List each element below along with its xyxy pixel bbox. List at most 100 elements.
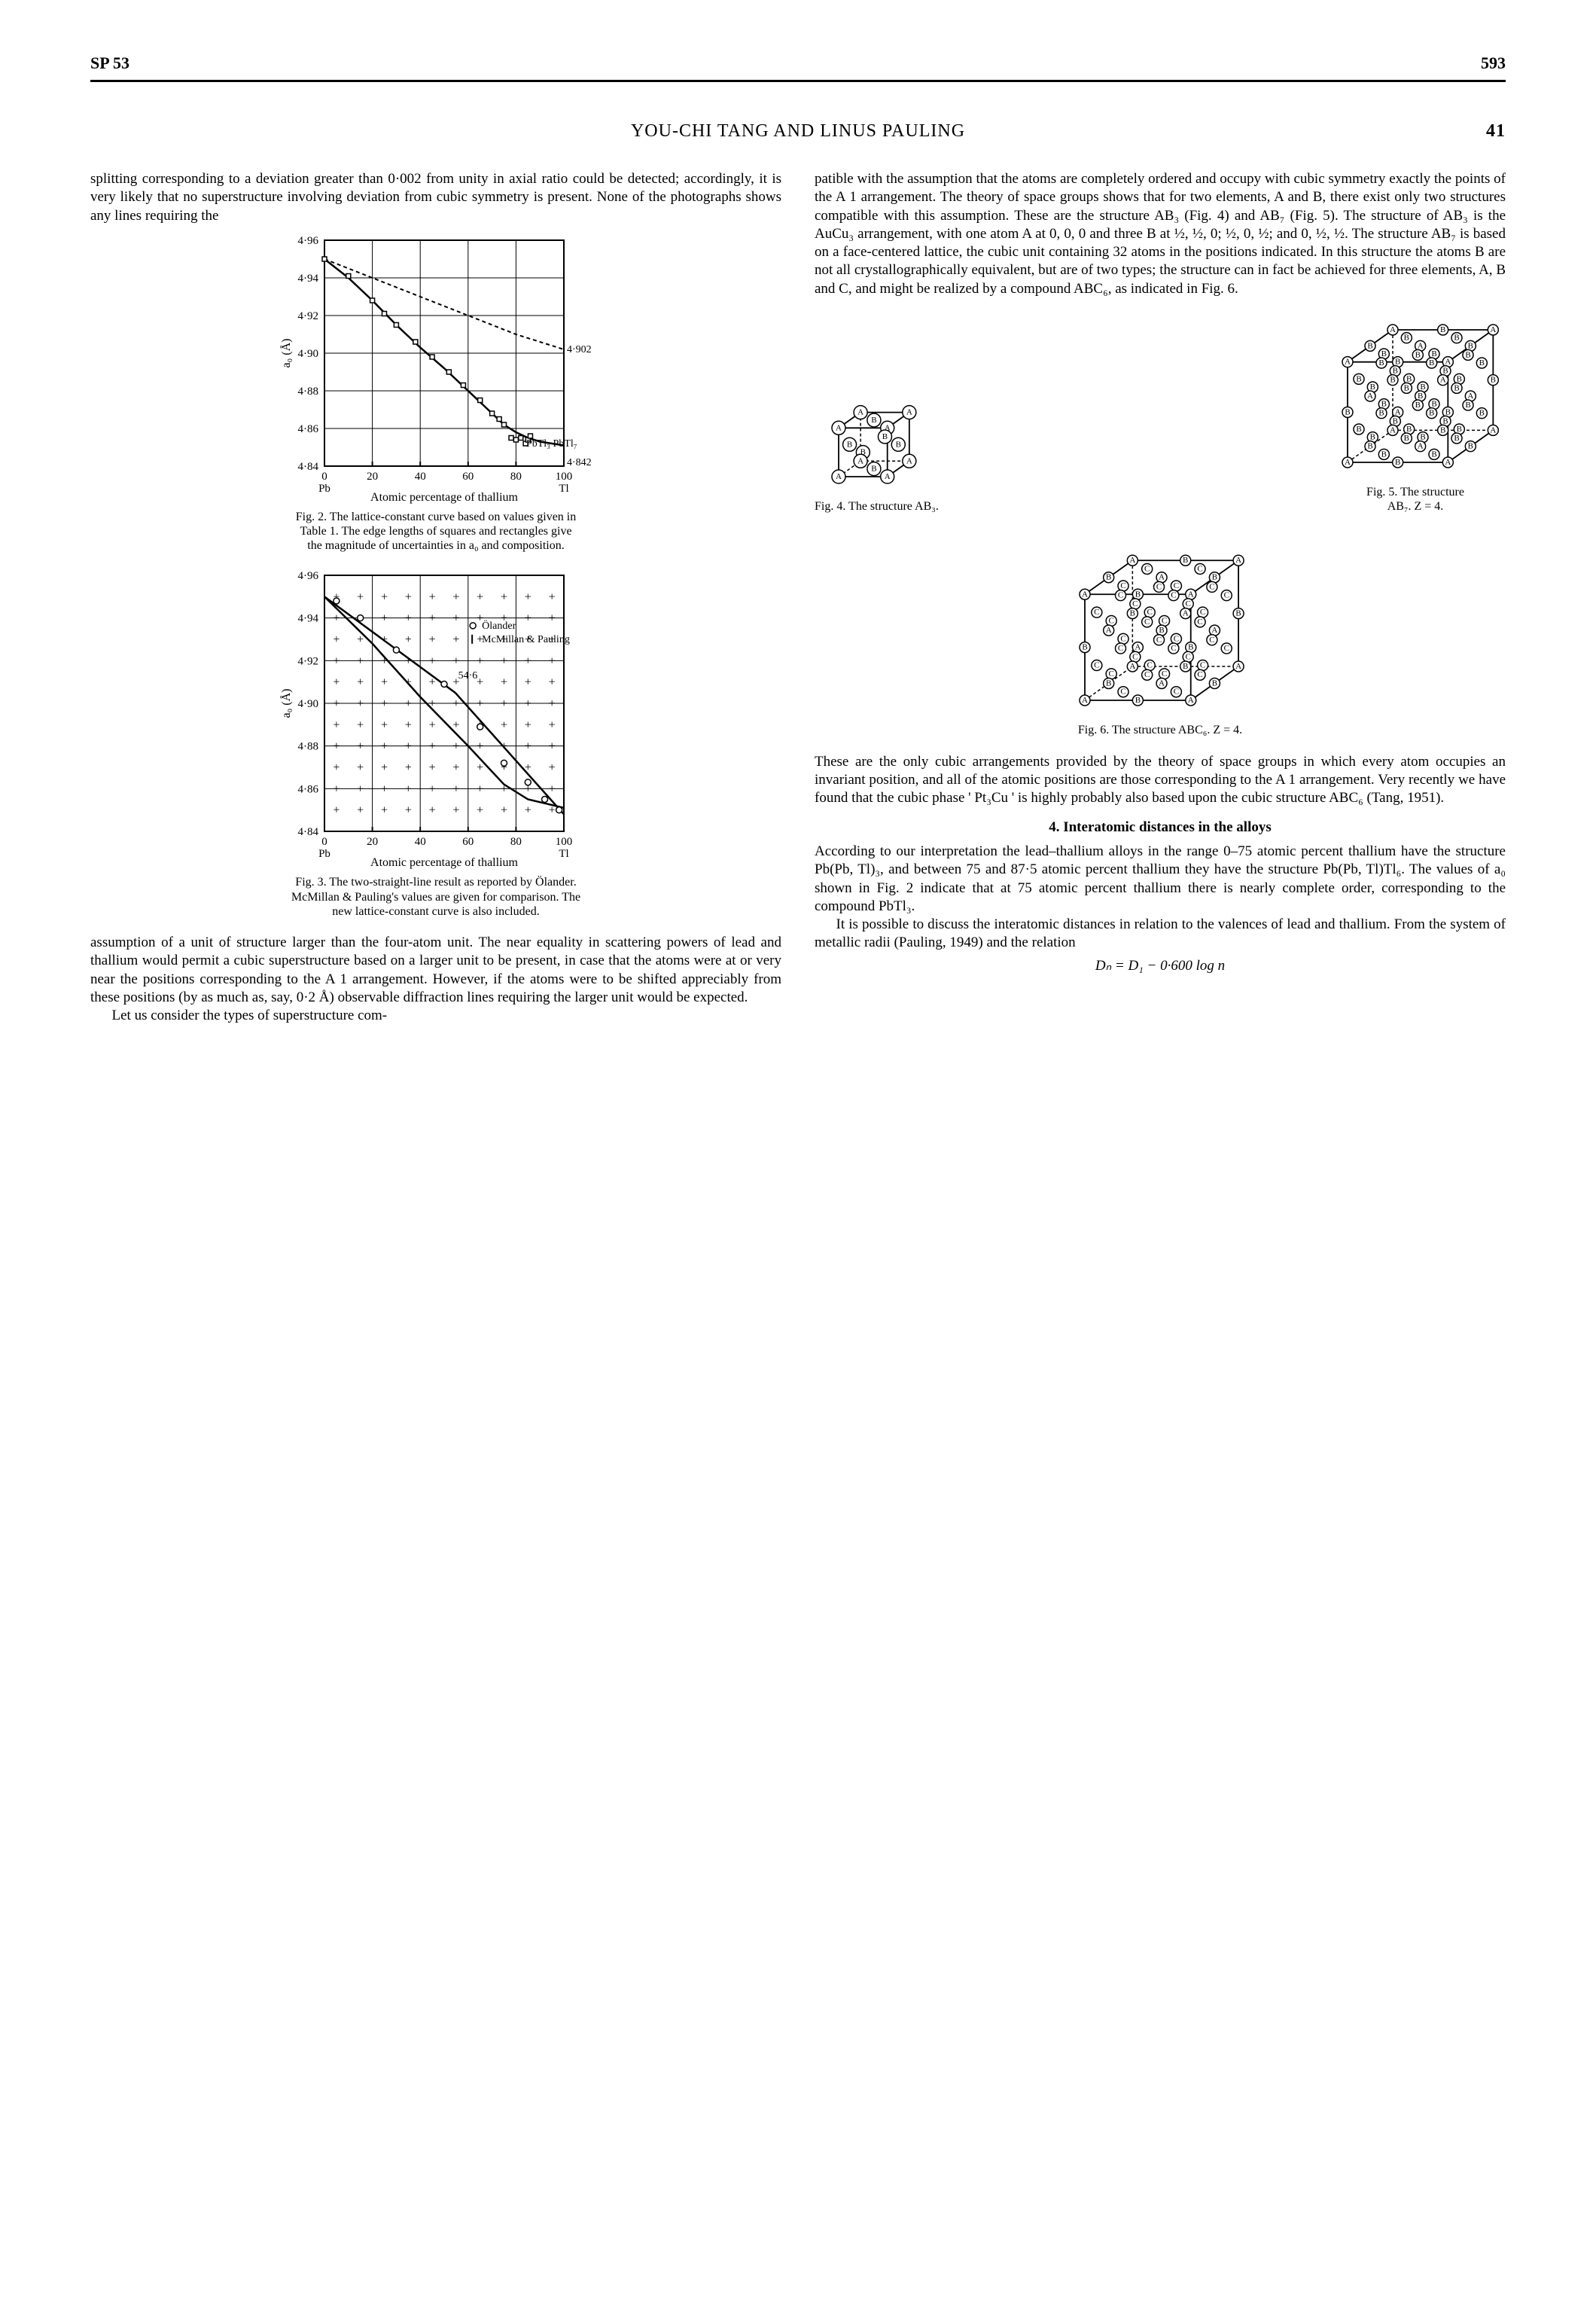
svg-text:A: A — [1490, 425, 1496, 434]
svg-text:+: + — [452, 697, 459, 710]
figure-5-caption: Fig. 5. The structure AB₇. Z = 4. — [1325, 485, 1506, 514]
svg-text:Ölander: Ölander — [482, 619, 516, 632]
svg-text:C: C — [1224, 591, 1229, 600]
svg-text:A: A — [1129, 662, 1135, 671]
svg-text:B: B — [1445, 407, 1451, 416]
svg-text:A: A — [906, 408, 912, 417]
svg-text:B: B — [1468, 341, 1473, 350]
svg-text:+: + — [452, 655, 459, 668]
svg-text:0: 0 — [321, 471, 327, 483]
figure-3-caption: Fig. 3. The two-straight-line result as … — [90, 875, 781, 919]
svg-text:+: + — [429, 591, 436, 604]
svg-text:C: C — [1147, 608, 1153, 617]
svg-text:B: B — [1454, 383, 1459, 392]
svg-text:A: A — [1390, 425, 1396, 434]
svg-text:B: B — [1491, 376, 1496, 385]
svg-text:C: C — [1156, 636, 1162, 645]
svg-text:B: B — [872, 416, 877, 425]
svg-text:A: A — [1390, 325, 1396, 334]
svg-text:B: B — [1479, 358, 1485, 367]
svg-text:B: B — [1106, 679, 1111, 688]
header-rule — [90, 80, 1506, 82]
svg-text:+: + — [429, 612, 436, 625]
svg-text:A: A — [1418, 442, 1424, 451]
para: Let us consider the types of superstruct… — [90, 1007, 781, 1025]
svg-text:B: B — [1457, 425, 1462, 434]
svg-text:A: A — [1367, 392, 1373, 401]
svg-text:C: C — [1120, 581, 1125, 590]
svg-text:4·86: 4·86 — [298, 784, 319, 796]
svg-text:4·84: 4·84 — [298, 461, 319, 473]
svg-text:B: B — [1454, 434, 1459, 443]
svg-text:+: + — [381, 761, 388, 774]
svg-text:A: A — [1106, 627, 1112, 636]
svg-text:100: 100 — [556, 836, 573, 848]
svg-text:A: A — [1188, 696, 1194, 705]
svg-text:20: 20 — [367, 471, 378, 483]
svg-text:+: + — [525, 655, 531, 668]
svg-text:+: + — [333, 676, 340, 689]
svg-text:+: + — [525, 804, 531, 817]
svg-text:A: A — [1188, 590, 1194, 599]
svg-text:B: B — [1378, 358, 1384, 367]
svg-text:+: + — [405, 612, 412, 625]
svg-text:+: + — [501, 719, 507, 732]
svg-text:40: 40 — [415, 471, 426, 483]
svg-text:+: + — [357, 783, 364, 796]
svg-text:4·94: 4·94 — [298, 273, 319, 285]
running-header: SP 53 593 — [90, 53, 1506, 74]
svg-text:C: C — [1224, 644, 1229, 653]
svg-text:+: + — [501, 804, 507, 817]
svg-text:C: C — [1132, 599, 1138, 608]
svg-text:B: B — [1212, 679, 1217, 688]
svg-text:C: C — [1156, 583, 1162, 592]
svg-text:B: B — [1420, 383, 1425, 392]
svg-text:+: + — [357, 761, 364, 774]
svg-text:B: B — [1390, 376, 1395, 385]
svg-text:A: A — [1418, 341, 1424, 350]
svg-text:C: C — [1200, 608, 1205, 617]
figure-2-chart: 0204060801004·844·864·884·904·924·944·96… — [278, 233, 594, 504]
svg-text:+: + — [501, 697, 507, 710]
svg-text:+: + — [549, 783, 556, 796]
svg-text:B: B — [1082, 643, 1087, 652]
svg-text:Pb: Pb — [318, 848, 330, 860]
svg-text:4·92: 4·92 — [298, 656, 319, 668]
svg-text:A: A — [1445, 358, 1451, 367]
svg-text:0: 0 — [321, 836, 327, 848]
svg-text:C: C — [1118, 644, 1123, 653]
svg-text:4·92: 4·92 — [298, 310, 319, 322]
figure-4-caption: Fig. 4. The structure AB₃. — [815, 499, 939, 514]
svg-text:C: C — [1120, 635, 1125, 644]
svg-text:+: + — [333, 655, 340, 668]
page-number: 41 — [1486, 120, 1506, 143]
svg-text:+: + — [333, 633, 340, 646]
svg-text:B: B — [1418, 392, 1423, 401]
svg-text:+: + — [525, 719, 531, 732]
svg-text:C: C — [1094, 661, 1099, 670]
svg-text:A: A — [1082, 590, 1088, 599]
svg-text:+: + — [429, 804, 436, 817]
two-column-layout: splitting corresponding to a deviation g… — [90, 170, 1506, 1026]
svg-text:+: + — [452, 783, 459, 796]
svg-text:+: + — [477, 740, 483, 753]
svg-text:C: C — [1162, 617, 1167, 626]
svg-text:+: + — [405, 761, 412, 774]
svg-text:C: C — [1186, 599, 1191, 608]
svg-text:A: A — [1467, 392, 1473, 401]
svg-text:Pb: Pb — [318, 483, 330, 495]
svg-text:B: B — [1431, 450, 1436, 459]
svg-text:+: + — [477, 783, 483, 796]
svg-text:+: + — [452, 804, 459, 817]
svg-text:+: + — [452, 633, 459, 646]
svg-text:+: + — [405, 697, 412, 710]
svg-text:A: A — [1135, 643, 1141, 652]
svg-text:+: + — [381, 804, 388, 817]
svg-text:+: + — [452, 740, 459, 753]
svg-text:B: B — [1404, 434, 1409, 443]
svg-text:B: B — [1429, 409, 1434, 418]
para: These are the only cubic arrangements pr… — [815, 753, 1506, 808]
svg-text:+: + — [357, 697, 364, 710]
svg-text:Tl: Tl — [559, 848, 568, 860]
svg-text:C: C — [1162, 669, 1167, 678]
